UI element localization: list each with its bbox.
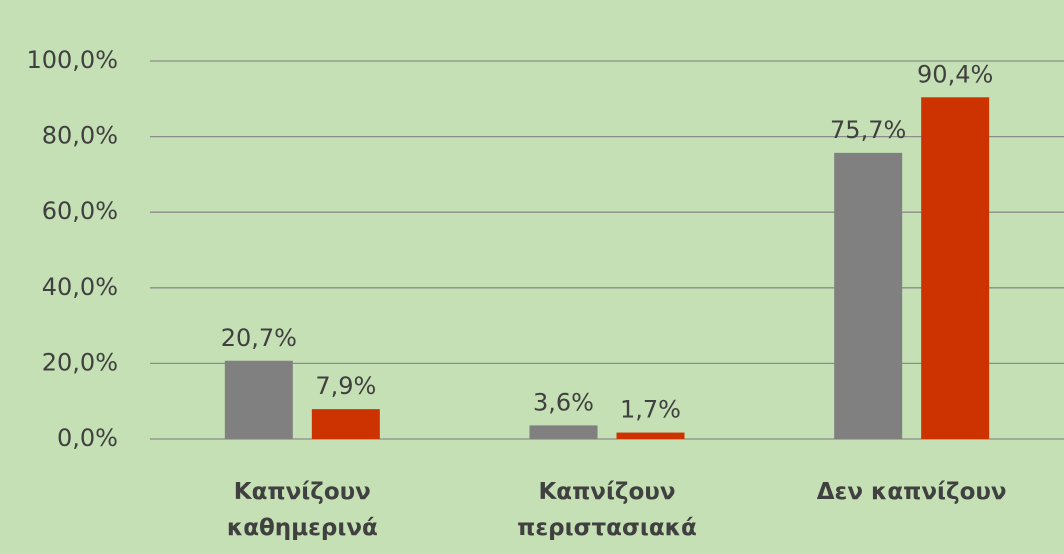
y-tick-label: 60,0%	[42, 197, 118, 225]
bar	[311, 409, 380, 439]
y-tick-label: 80,0%	[42, 122, 118, 150]
bar	[224, 360, 293, 439]
data-label: 3,6%	[533, 388, 594, 416]
bar	[616, 432, 685, 439]
bar	[834, 152, 903, 439]
data-label: 20,7%	[221, 324, 297, 352]
y-tick-label: 40,0%	[42, 273, 118, 301]
data-label: 90,4%	[917, 60, 993, 88]
x-tick-label: Καπνίζουν περιστασιακά	[517, 479, 697, 541]
data-label: 75,7%	[830, 116, 906, 144]
y-tick-label: 100,0%	[26, 46, 118, 74]
bar	[921, 97, 990, 440]
bar	[529, 425, 598, 439]
y-tick-label: 20,0%	[42, 348, 118, 376]
x-tick-label: Δεν καπνίζουν	[816, 479, 1007, 505]
x-tick-label: Καπνίζουν καθημερινά	[226, 479, 378, 541]
data-label: 1,7%	[620, 396, 681, 424]
data-label: 7,9%	[315, 372, 376, 400]
y-tick-label: 0,0%	[57, 424, 118, 452]
